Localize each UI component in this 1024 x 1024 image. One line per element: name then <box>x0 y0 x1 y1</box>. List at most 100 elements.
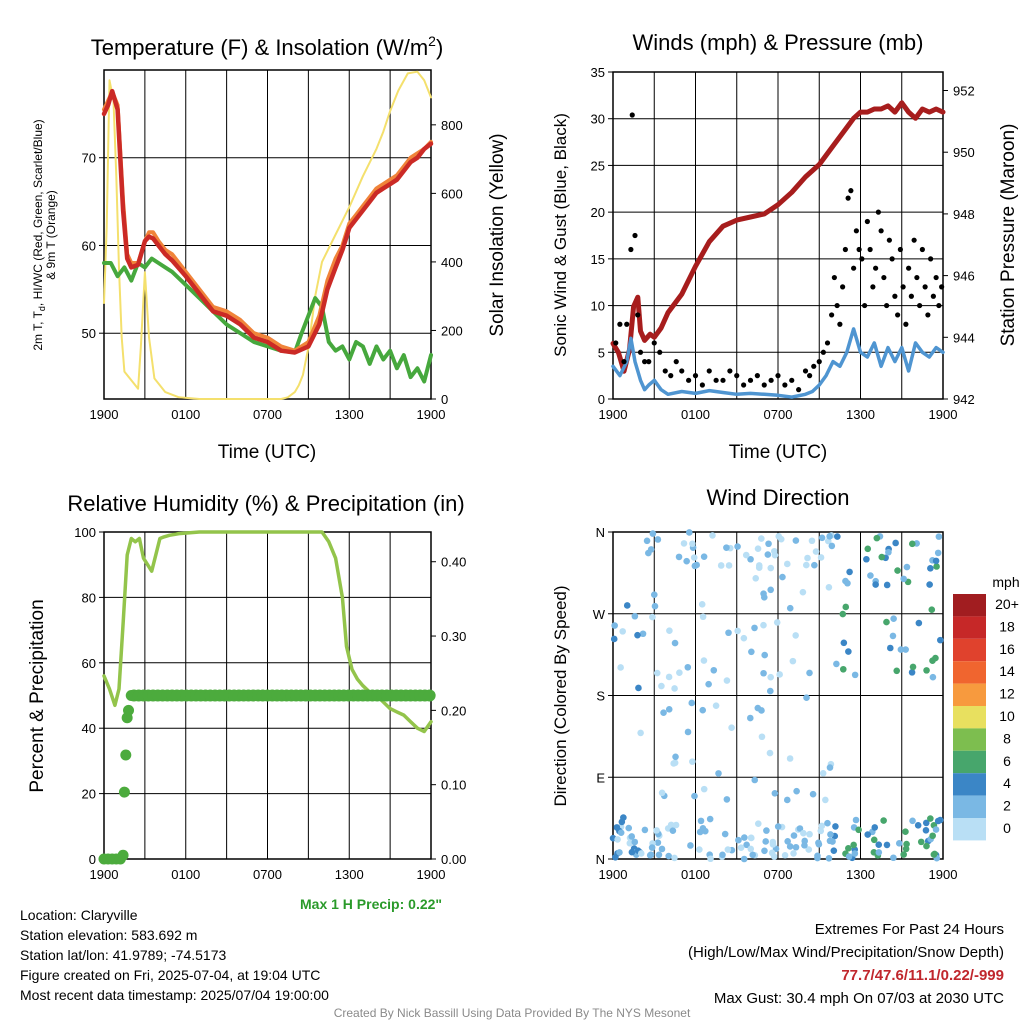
gust-point <box>873 265 879 271</box>
legend-swatch <box>953 616 986 639</box>
direction-point <box>724 846 732 853</box>
direction-point <box>758 535 765 542</box>
direction-point <box>833 660 840 668</box>
direction-point <box>889 632 897 640</box>
direction-point <box>749 851 756 859</box>
temp-xtick-label: 1900 <box>417 407 446 422</box>
rh-plot-area: 1900 0100 0700 1300 19000204060801000.000.10… <box>74 525 466 882</box>
gust-point <box>878 228 884 234</box>
gust-point <box>796 387 802 393</box>
direction-point <box>826 764 834 771</box>
direction-point <box>803 561 810 569</box>
direction-point <box>903 840 910 848</box>
gust-point <box>635 312 641 318</box>
gust-point <box>834 302 840 309</box>
gust-point <box>884 302 890 309</box>
direction-point <box>761 847 768 855</box>
wind-ytick-label: 0 <box>598 392 605 407</box>
direction-point <box>626 839 634 847</box>
direction-point <box>801 842 808 849</box>
gust-point <box>679 368 685 374</box>
dir-ylabel: Direction (Colored By Speed) <box>551 585 570 806</box>
legend-swatch <box>953 594 986 617</box>
direction-point <box>631 612 639 620</box>
rh-ytick-label: 100 <box>74 525 96 540</box>
direction-point <box>616 849 623 856</box>
direction-point <box>819 769 827 777</box>
direction-point <box>723 544 730 551</box>
direction-point <box>769 838 777 846</box>
legend-label: 20+ <box>995 596 1019 612</box>
direction-point <box>928 606 936 614</box>
rh-ylabel: Percent & Precipitation <box>27 599 48 792</box>
direction-point <box>824 819 831 827</box>
direction-point <box>909 817 916 825</box>
direction-point <box>796 825 804 832</box>
direction-point <box>725 562 733 569</box>
direction-point <box>700 785 708 793</box>
gust-point <box>741 382 747 388</box>
temp-y2label: Solar Insolation (Yellow) <box>487 133 508 336</box>
direction-point <box>653 669 661 677</box>
direction-point <box>793 787 800 795</box>
direction-point <box>822 796 829 804</box>
direction-point <box>832 823 839 830</box>
gust-point <box>692 373 699 379</box>
direction-point <box>923 667 930 674</box>
direction-point <box>922 819 930 827</box>
gust-point <box>919 246 925 253</box>
direction-point <box>700 553 708 560</box>
direction-point <box>806 669 813 677</box>
wind-ytick-label: 5 <box>598 345 605 360</box>
direction-point <box>932 654 939 662</box>
direction-point <box>790 832 798 839</box>
wind-xtick-label: 0100 <box>681 407 710 422</box>
direction-point <box>894 567 901 574</box>
gust-point <box>662 368 668 374</box>
direction-point <box>687 842 694 849</box>
gust-point <box>775 373 781 379</box>
gust-point <box>628 246 634 253</box>
gust-point <box>831 274 837 281</box>
direction-point <box>740 634 748 642</box>
direction-point <box>871 824 879 831</box>
direction-point <box>613 824 621 831</box>
direction-point <box>809 790 817 798</box>
direction-point <box>929 832 936 840</box>
direction-point <box>689 540 696 548</box>
direction-point <box>779 573 786 581</box>
pressure-line <box>610 100 946 374</box>
direction-point <box>812 548 820 555</box>
direction-point <box>937 636 944 644</box>
legend-swatch <box>953 638 986 662</box>
gust-point <box>747 377 754 383</box>
direction-point <box>758 707 765 714</box>
direction-point <box>909 663 917 671</box>
precip-point <box>117 849 129 861</box>
wind-xtick-label: 1300 <box>846 407 875 422</box>
direction-point <box>752 574 760 582</box>
temp9m-line <box>102 89 433 353</box>
direction-point <box>671 685 678 692</box>
gust-point <box>917 302 923 309</box>
direction-point <box>803 694 810 702</box>
direction-point <box>875 849 883 856</box>
legend-label: 10 <box>999 708 1015 724</box>
legend-swatch <box>953 728 986 751</box>
temp-xtick-label: 1300 <box>335 407 364 422</box>
direction-point <box>933 563 940 570</box>
gust-point <box>713 377 719 383</box>
direction-point <box>671 854 678 862</box>
direction-point <box>773 619 781 626</box>
direction-point <box>620 814 627 821</box>
direction-point <box>699 825 707 832</box>
direction-point <box>908 540 916 548</box>
direction-point <box>771 551 779 559</box>
gust-point <box>617 321 623 327</box>
gust-point <box>782 382 788 388</box>
legend-swatch <box>953 706 986 729</box>
dewpoint-line <box>102 256 433 384</box>
direction-point <box>844 579 851 587</box>
station-info: Location: Claryville Station elevation: … <box>20 905 329 1005</box>
direction-point <box>655 851 663 859</box>
